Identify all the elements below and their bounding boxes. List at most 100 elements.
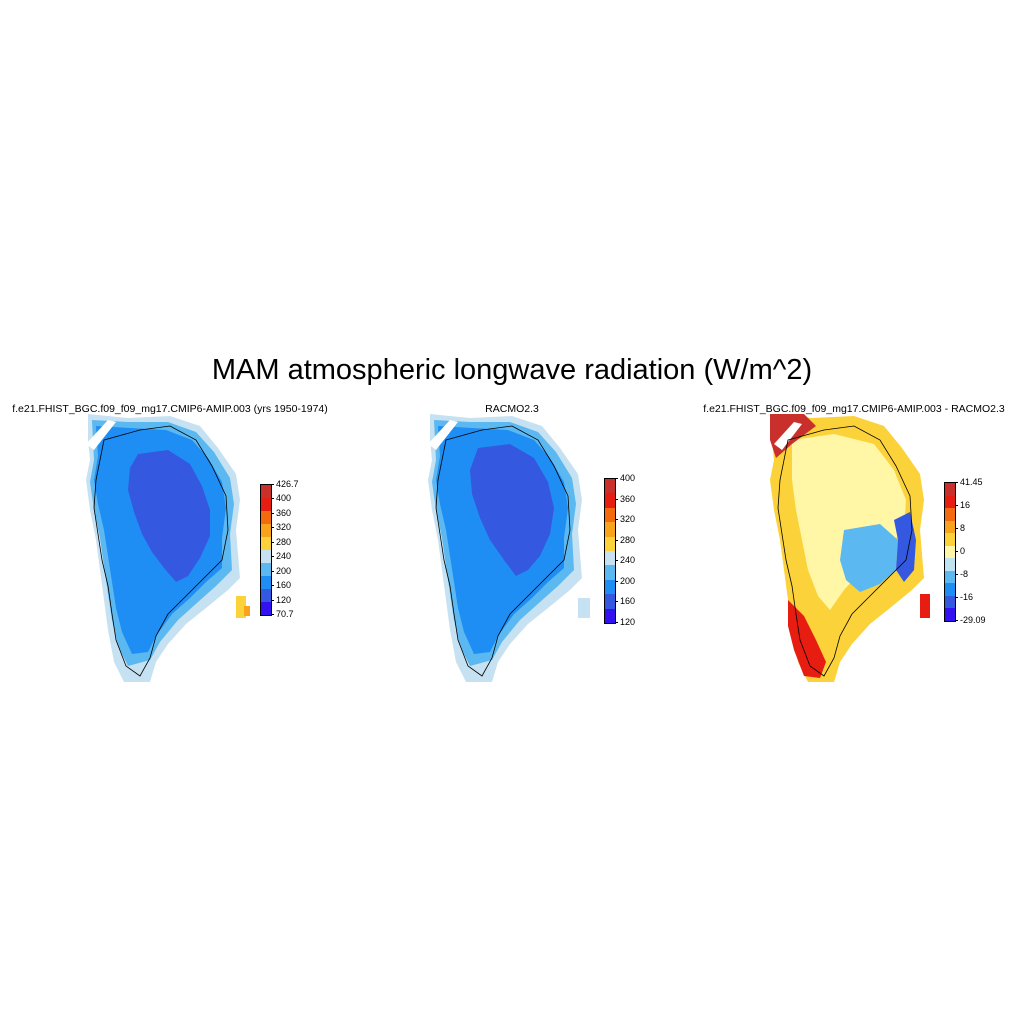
colorbar-tick	[955, 505, 958, 506]
colorbar-tick	[271, 556, 274, 558]
panel-title: RACMO2.3	[485, 403, 539, 415]
colorbar-tick	[271, 570, 274, 572]
colorbar-label: 0	[960, 546, 966, 556]
map-cell-warm	[244, 606, 250, 616]
colorbar-tick	[271, 498, 274, 500]
colorbar-label: 360	[276, 507, 292, 518]
colorbar-label: 360	[620, 493, 636, 504]
colorbar-label: 120	[276, 594, 292, 605]
colorbar-tick	[615, 498, 618, 500]
figure-title: MAM atmospheric longwave radiation (W/m^…	[211, 354, 813, 386]
colorbar-label: -8	[960, 569, 969, 579]
colorbar-swatch	[261, 602, 271, 615]
colorbar-tick	[955, 482, 958, 483]
colorbar-label: 70.7	[276, 609, 294, 619]
colorbar-swatch	[261, 524, 271, 537]
colorbar-swatch	[605, 522, 615, 537]
colorbar-label: 400	[620, 473, 636, 483]
colorbar-swatches	[260, 484, 272, 616]
colorbar-tick	[615, 478, 618, 479]
map-region-southwest-warm	[788, 600, 826, 678]
colorbar-swatch	[261, 511, 271, 524]
colorbar-swatch	[945, 483, 955, 496]
coastline	[93, 425, 229, 677]
map-cell-light	[578, 598, 590, 618]
colorbar-swatch	[605, 565, 615, 580]
map-region-strong-negative	[894, 512, 916, 582]
colorbar-tick	[615, 560, 618, 562]
colorbar-swatch	[945, 558, 955, 571]
colorbar-swatch	[605, 536, 615, 551]
colorbar-swatch	[261, 537, 271, 550]
colorbar-swatch	[945, 520, 955, 534]
colorbar-tick	[271, 484, 274, 485]
colorbar-swatch	[605, 479, 615, 494]
colorbar-swatch	[945, 533, 955, 546]
colorbar-tick	[955, 528, 958, 529]
colorbar-swatch	[605, 507, 615, 523]
colorbar-swatch	[605, 550, 615, 566]
panel-title: f.e21.FHIST_BGC.f09_f09_mg17.CMIP6-AMIP.…	[703, 403, 1005, 415]
map-region-gap	[774, 422, 802, 450]
map-cell-warm	[236, 596, 246, 618]
colorbar-swatch	[261, 589, 271, 602]
map-region-interior	[128, 450, 210, 582]
colorbar-label: 240	[276, 551, 292, 562]
colorbar-label: 400	[276, 493, 292, 504]
colorbar-tick	[615, 580, 618, 582]
colorbar-label: -16	[960, 592, 974, 602]
map-region-gap	[86, 420, 116, 450]
colorbar-swatch	[605, 493, 615, 508]
colorbar-label: -29.09	[960, 615, 986, 625]
colorbar-tick	[615, 519, 618, 521]
colorbar-label: 200	[276, 565, 292, 576]
colorbar-tick	[955, 574, 958, 575]
colorbar-tick	[955, 551, 958, 552]
panel-difference: f.e21.FHIST_BGC.f09_f09_mg17.CMIP6-AMIP.…	[684, 400, 1024, 700]
coastline	[435, 425, 571, 677]
colorbar-label: 320	[276, 522, 292, 533]
colorbar-swatch	[261, 563, 271, 576]
colorbar-tick	[955, 597, 958, 598]
colorbar-swatch	[605, 594, 615, 609]
colorbar-swatch	[605, 579, 615, 595]
map-region-negative	[840, 524, 898, 592]
colorbar-swatch	[945, 595, 955, 609]
colorbar-label: 240	[620, 555, 636, 566]
colorbar-swatch	[945, 495, 955, 509]
colorbar-swatch	[261, 485, 271, 498]
colorbar-label: 41.45	[960, 477, 983, 487]
colorbar-tick	[271, 585, 274, 587]
colorbar-label: 160	[276, 580, 292, 591]
colorbar-swatch	[605, 608, 615, 623]
colorbar-tick	[271, 614, 274, 615]
colorbar-label: 280	[620, 534, 636, 545]
colorbar-tick	[615, 539, 618, 541]
colorbar-label: 16	[960, 500, 971, 510]
map-region-gap	[428, 420, 458, 450]
map-cell-warm	[920, 594, 930, 618]
colorbar-label: 120	[620, 617, 636, 627]
greenland-map	[86, 414, 250, 682]
panel-title: f.e21.FHIST_BGC.f09_f09_mg17.CMIP6-AMIP.…	[12, 403, 328, 415]
colorbar-swatch	[261, 498, 271, 511]
colorbar-tick	[271, 527, 274, 529]
colorbar-label: 320	[620, 514, 636, 525]
colorbar-label: 160	[620, 596, 636, 607]
map-region-interior	[470, 444, 554, 576]
greenland-map	[428, 414, 590, 682]
colorbar-tick	[271, 599, 274, 601]
colorbar-swatch	[261, 550, 271, 563]
panel-model: f.e21.FHIST_BGC.f09_f09_mg17.CMIP6-AMIP.…	[0, 400, 340, 700]
coastline	[777, 425, 913, 677]
colorbar-swatch	[261, 576, 271, 589]
colorbar-label: 200	[620, 575, 636, 586]
greenland-map	[770, 414, 930, 682]
colorbar-swatch	[945, 608, 955, 621]
colorbar-tick	[955, 620, 958, 621]
colorbar-tick	[615, 622, 618, 623]
colorbar-swatch	[945, 583, 955, 596]
colorbar-tick	[271, 512, 274, 514]
colorbar-swatch	[945, 545, 955, 559]
colorbar-label: 280	[276, 536, 292, 547]
